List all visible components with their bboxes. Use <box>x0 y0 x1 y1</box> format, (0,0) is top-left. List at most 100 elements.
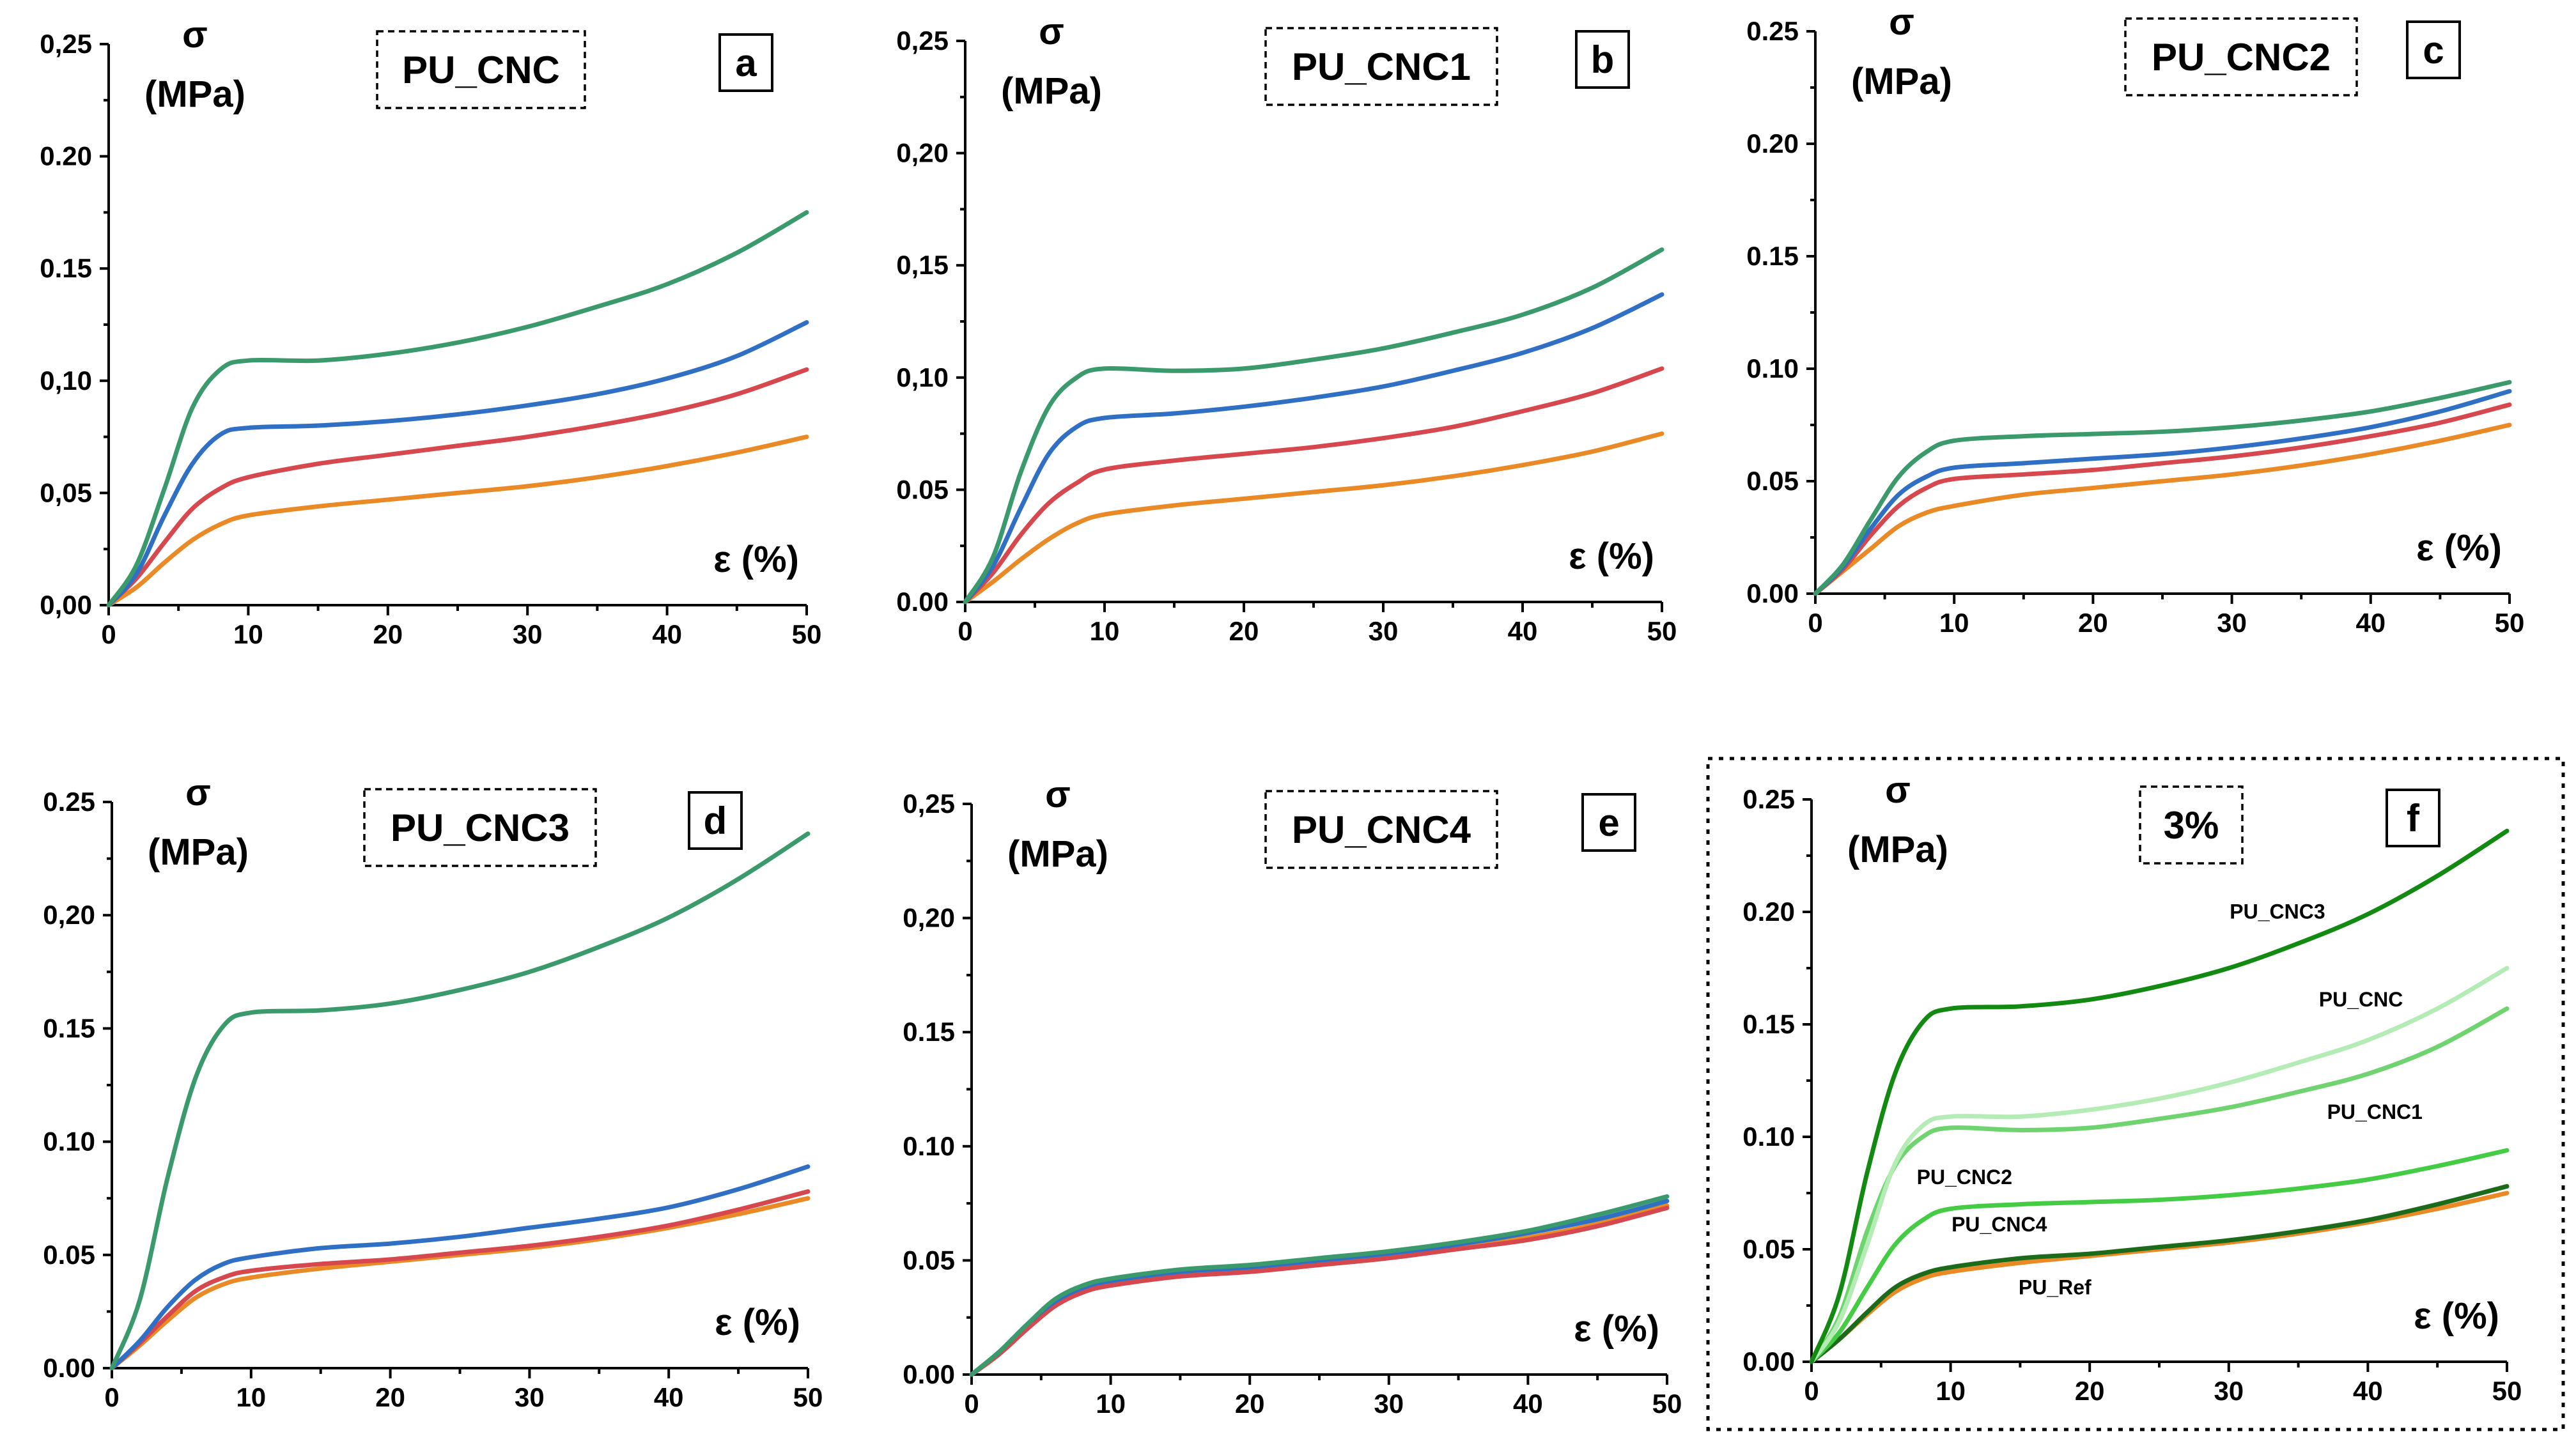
x-tick-label: 30 <box>2217 608 2247 638</box>
series-line-1 <box>109 1196 811 1371</box>
y-tick-label: 0,20 <box>43 900 95 930</box>
y-tick-label: 0.05 <box>43 1240 95 1270</box>
series-line-2 <box>109 1189 811 1371</box>
x-tick-label: 10 <box>1096 1389 1126 1419</box>
y-tick-label: 0.15 <box>40 253 92 283</box>
chart-panel-e: 0.00 0.05 0.10 0.15 0,20 0,25 0 10 20 30 40 50 σ (MPa… <box>903 774 1682 1419</box>
x-axis-label: ε (%) <box>1574 1308 1659 1350</box>
series-line-3 <box>106 320 809 608</box>
y-axis-unit: (MPa) <box>144 73 245 115</box>
series-line-4 <box>969 1194 1670 1377</box>
panel-letter: e <box>1598 801 1619 844</box>
x-tick-label: 30 <box>1374 1389 1404 1419</box>
chart-panel-b: 0.00 0.05 0,10 0,15 0,20 0,25 0 10 20 30 40 50 σ (MPa… <box>896 11 1677 646</box>
y-axis-unit: (MPa) <box>1847 829 1948 870</box>
x-axis-label: ε (%) <box>715 1302 800 1343</box>
y-tick-label: 0.10 <box>1742 1121 1795 1152</box>
x-tick-label: 50 <box>792 619 822 649</box>
x-tick-label: 10 <box>1090 616 1120 646</box>
y-tick-label: 0.05 <box>1746 466 1799 496</box>
y-axis-unit: (MPa) <box>1851 61 1952 102</box>
sample-name: PU_CNC2 <box>2152 36 2331 79</box>
x-tick-label: 30 <box>513 619 543 649</box>
y-tick-label: 0.10 <box>43 1127 95 1157</box>
y-tick-label: 0,15 <box>896 250 949 280</box>
sample-name: PU_CNC1 <box>1292 45 1471 88</box>
y-tick-label: 0.15 <box>1746 241 1799 271</box>
y-axis-symbol: σ <box>1885 769 1911 811</box>
x-tick-label: 30 <box>2214 1376 2244 1406</box>
y-axis-symbol: σ <box>1039 11 1064 52</box>
x-tick-label: 20 <box>2075 1376 2105 1406</box>
x-tick-label: 10 <box>1936 1376 1966 1406</box>
panel-letter: d <box>704 799 727 842</box>
x-tick-label: 20 <box>2078 608 2108 638</box>
panel-letter: f <box>2407 797 2420 840</box>
curve-label: PU_CNC1 <box>2327 1100 2423 1123</box>
y-tick-label: 0.05 <box>896 474 949 504</box>
y-tick-label: 0,20 <box>903 903 955 933</box>
y-tick-label: 0,25 <box>903 789 955 819</box>
series-line-3 <box>109 1164 811 1371</box>
x-tick-label: 20 <box>1229 616 1259 646</box>
x-tick-label: 20 <box>373 619 403 649</box>
x-tick-label: 30 <box>515 1382 545 1412</box>
series-line-3 <box>1813 389 2512 596</box>
sample-name: 3% <box>2164 804 2219 847</box>
panel-letter-box <box>1575 30 1630 89</box>
x-axis-label: ε (%) <box>1569 536 1654 577</box>
x-tick-label: 50 <box>2495 608 2525 638</box>
series-line-4 <box>109 831 811 1371</box>
x-tick-label: 50 <box>1647 616 1677 646</box>
panel-letter-box <box>2386 789 2440 847</box>
chart-panel-f: 0.00 0.05 0.10 0.15 0.20 0.25 0 10 20 30 40 50 σ (MPa… <box>1742 769 2522 1406</box>
y-tick-label: 0.15 <box>903 1017 955 1047</box>
chart-panel-d: 0.00 0.05 0.10 0.15 0,20 0.25 0 10 20 30 40 50 σ (MPa… <box>43 772 823 1412</box>
x-tick-label: 10 <box>236 1382 266 1412</box>
series-line-2 <box>106 367 809 608</box>
x-axis-label: ε (%) <box>2414 1295 2499 1337</box>
series-line-2 <box>969 1205 1670 1377</box>
series-line-4 <box>106 210 809 608</box>
series-line-PU_CNC <box>1809 966 2510 1364</box>
curve-label: PU_CNC4 <box>1951 1213 2047 1236</box>
series-line-4 <box>1813 380 2512 596</box>
x-tick-label: 40 <box>1508 616 1538 646</box>
x-tick-label: 0 <box>101 619 116 649</box>
panel-letter-box <box>688 791 743 850</box>
sample-name: PU_CNC4 <box>1292 808 1471 851</box>
chart-panel-c: 0.00 0.05 0.10 0.15 0.20 0.25 0 10 20 30 40 50 σ (MPa… <box>1746 1 2524 638</box>
x-tick-label: 40 <box>654 1382 684 1412</box>
sample-name-box <box>1264 790 1498 869</box>
curve-label: PU_CNC3 <box>2230 900 2325 923</box>
x-tick-label: 0 <box>964 1389 979 1419</box>
x-axis-label: ε (%) <box>2416 527 2502 569</box>
sample-name: PU_CNC <box>402 49 560 91</box>
y-tick-label: 0.10 <box>903 1131 955 1161</box>
y-axis-symbol: σ <box>185 772 211 813</box>
series-line-PU_CNC1 <box>1809 1006 2510 1364</box>
sample-name-box <box>2124 17 2358 96</box>
panel-f-dotted-frame <box>1706 757 2565 1431</box>
series-line-4 <box>963 247 1664 605</box>
y-tick-label: 0.20 <box>40 141 92 171</box>
series-line-1 <box>106 435 809 608</box>
panel-letter-box <box>2406 20 2461 79</box>
x-tick-label: 0 <box>958 616 972 646</box>
chart-panel-a: 0,00 0,05 0,10 0.15 0.20 0,25 0 10 20 30 40 50 σ (MPa… <box>40 14 821 649</box>
x-tick-label: 50 <box>1652 1389 1682 1419</box>
y-tick-label: 0,10 <box>40 366 92 396</box>
sample-name-box <box>376 30 586 109</box>
y-tick-label: 0.10 <box>1746 353 1799 383</box>
y-tick-label: 0.00 <box>1742 1346 1795 1376</box>
series-line-PU_CNC4 <box>1809 1183 2510 1364</box>
y-tick-label: 0.05 <box>903 1245 955 1275</box>
series-line-2 <box>1813 402 2512 596</box>
x-tick-label: 0 <box>104 1382 119 1412</box>
x-tick-label: 50 <box>793 1382 823 1412</box>
x-axis-label: ε (%) <box>713 539 799 580</box>
y-tick-label: 0.15 <box>1742 1009 1795 1039</box>
x-tick-label: 20 <box>1235 1389 1265 1419</box>
panel-letter-box <box>1581 793 1636 852</box>
